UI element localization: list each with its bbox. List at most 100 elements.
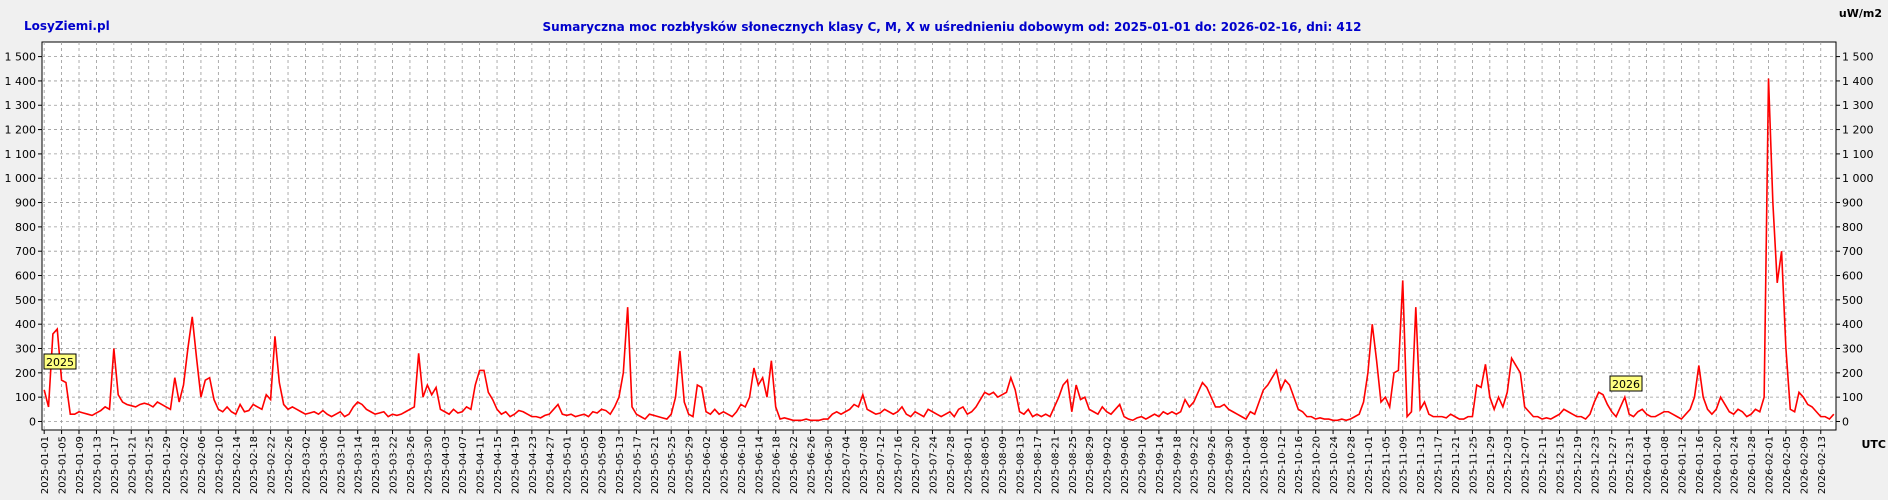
x-tick-label: 2025-01-29 — [162, 436, 173, 494]
y-tick-label: 500 — [15, 294, 36, 307]
annotation-text: 2026 — [1612, 378, 1640, 391]
annotation-box — [1609, 375, 1643, 392]
x-tick-label: 2025-06-22 — [789, 436, 800, 494]
y-tick-label: 300 — [15, 343, 36, 356]
x-tick-label: 2026-01-20 — [1712, 436, 1723, 494]
x-tick-label: 2025-02-02 — [180, 436, 191, 494]
x-tick-label: 2025-04-03 — [441, 436, 452, 494]
x-tick-label: 2025-10-20 — [1312, 436, 1323, 494]
y-tick-label-right: 100 — [1842, 391, 1863, 404]
x-tick-label: 2025-01-09 — [75, 436, 86, 494]
x-tick-label: 2025-09-30 — [1225, 436, 1236, 494]
x-tick-label: 2025-08-29 — [1085, 436, 1096, 494]
y-tick-label-right: 1 100 — [1842, 148, 1874, 161]
x-tick-label: 2025-02-18 — [249, 436, 260, 494]
x-tick-label: 2026-02-09 — [1799, 436, 1810, 494]
x-tick-label: 2025-03-18 — [371, 436, 382, 494]
x-tick-label: 2025-01-21 — [127, 436, 138, 494]
x-tick-label: 2025-05-01 — [563, 436, 574, 494]
x-tick-label: 2025-10-08 — [1259, 436, 1270, 494]
x-tick-label: 2025-12-19 — [1573, 436, 1584, 494]
y-tick-label-right: 400 — [1842, 318, 1863, 331]
x-tick-label: 2025-12-27 — [1608, 436, 1619, 494]
x-tick-label: 2025-03-26 — [406, 436, 417, 494]
x-tick-label: 2025-08-17 — [1033, 436, 1044, 494]
x-tick-label: 2025-04-11 — [476, 436, 487, 494]
y-tick-label-right: 900 — [1842, 197, 1863, 210]
y-tick-label: 1 300 — [5, 99, 37, 112]
x-tick-label: 2025-08-09 — [998, 436, 1009, 494]
x-tick-label: 2025-11-05 — [1381, 436, 1392, 494]
y-tick-label: 1 000 — [5, 172, 37, 185]
x-tick-label: 2025-07-20 — [911, 436, 922, 494]
x-tick-label: 2025-09-14 — [1155, 436, 1166, 494]
x-tick-label: 2025-03-02 — [301, 436, 312, 494]
x-tick-label: 2025-04-07 — [458, 436, 469, 494]
x-tick-label: 2025-08-25 — [1068, 436, 1079, 494]
x-tick-label: 2025-08-01 — [963, 436, 974, 494]
x-tick-label: 2026-01-24 — [1730, 436, 1741, 494]
x-tick-label: 2025-08-05 — [981, 436, 992, 494]
y-tick-label-right: 0 — [1842, 415, 1849, 428]
y-unit: uW/m2 — [1839, 7, 1882, 20]
x-tick-label: 2025-03-06 — [319, 436, 330, 494]
x-tick-label: 2025-04-27 — [545, 436, 556, 494]
x-tick-label: 2025-09-02 — [1103, 436, 1114, 494]
x-tick-label: 2025-10-04 — [1242, 436, 1253, 494]
y-tick-label-right: 300 — [1842, 343, 1863, 356]
x-tick-label: 2025-07-24 — [928, 436, 939, 494]
site-name: LosyZiemi.pl — [24, 19, 110, 33]
x-tick-label: 2025-09-10 — [1137, 436, 1148, 494]
y-tick-label-right: 800 — [1842, 221, 1863, 234]
x-tick-label: 2025-05-05 — [580, 436, 591, 494]
x-tick-label: 2026-02-01 — [1765, 436, 1776, 494]
x-tick-label: 2025-02-22 — [267, 436, 278, 494]
x-tick-label: 2025-07-04 — [841, 436, 852, 494]
chart-title: Sumaryczna moc rozbłysków słonecznych kl… — [543, 20, 1362, 34]
x-tick-label: 2025-03-14 — [354, 436, 365, 494]
x-tick-label: 2025-11-13 — [1416, 436, 1427, 494]
x-tick-label: 2026-01-04 — [1643, 436, 1654, 494]
x-tick-label: 2026-01-28 — [1747, 436, 1758, 494]
x-tick-label: 2025-12-31 — [1625, 436, 1636, 494]
x-tick-label: 2025-06-14 — [754, 436, 765, 494]
x-tick-label: 2025-02-14 — [232, 436, 243, 494]
x-tick-label: 2025-07-12 — [876, 436, 887, 494]
y-tick-label: 600 — [15, 270, 36, 283]
x-tick-label: 2025-01-01 — [40, 436, 51, 494]
x-tick-label: 2025-01-05 — [58, 436, 69, 494]
y-tick-label: 1 100 — [5, 148, 37, 161]
y-tick-label-right: 1 400 — [1842, 75, 1874, 88]
x-tick-label: 2025-05-21 — [650, 436, 661, 494]
x-tick-label: 2025-12-07 — [1521, 436, 1532, 494]
x-tick-label: 2025-05-17 — [632, 436, 643, 494]
y-tick-label-right: 1 000 — [1842, 172, 1874, 185]
y-tick-label: 1 500 — [5, 51, 37, 64]
x-tick-label: 2025-06-18 — [772, 436, 783, 494]
x-tick-label: 2025-11-17 — [1434, 436, 1445, 494]
y-tick-label: 400 — [15, 318, 36, 331]
x-tick-label: 2025-09-26 — [1207, 436, 1218, 494]
x-tick-label: 2025-07-08 — [859, 436, 870, 494]
x-tick-label: 2025-06-06 — [719, 436, 730, 494]
x-tick-label: 2025-01-17 — [110, 436, 121, 494]
x-tick-label: 2025-02-10 — [214, 436, 225, 494]
x-tick-label: 2025-09-22 — [1190, 436, 1201, 494]
y-tick-label-right: 600 — [1842, 270, 1863, 283]
x-tick-label: 2026-02-13 — [1817, 436, 1828, 494]
y-tick-label: 0 — [29, 415, 36, 428]
x-tick-label: 2025-05-25 — [667, 436, 678, 494]
x-tick-label: 2025-03-30 — [423, 436, 434, 494]
x-tick-label: 2025-11-01 — [1364, 436, 1375, 494]
x-tick-label: 2025-06-02 — [702, 436, 713, 494]
x-tick-label: 2025-06-10 — [737, 436, 748, 494]
y-tick-label-right: 700 — [1842, 245, 1863, 258]
y-tick-label: 800 — [15, 221, 36, 234]
x-tick-label: 2025-10-24 — [1329, 436, 1340, 494]
y-tick-label: 1 200 — [5, 124, 37, 137]
y-tick-label-right: 1 500 — [1842, 51, 1874, 64]
data-line — [43, 78, 1835, 422]
x-tick-label: 2025-04-15 — [493, 436, 504, 494]
